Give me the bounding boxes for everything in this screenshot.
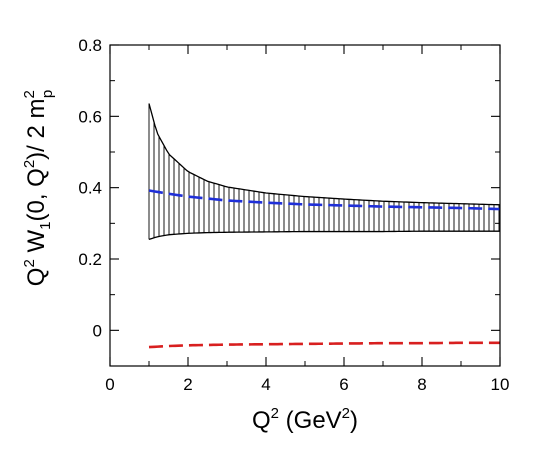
x-tick-label: 4: [261, 375, 270, 394]
y-tick-label: 0.8: [78, 36, 102, 55]
y-tick-label: 0.4: [78, 179, 102, 198]
band-upper-edge: [148, 103, 501, 206]
series-line-1: [148, 341, 500, 349]
y-axis-label: Q2 W1(0, Q2)/ 2 m2p: [21, 90, 56, 286]
band-lower-edge: [148, 230, 500, 240]
x-tick-label: 0: [105, 375, 114, 394]
plot-frame: [109, 44, 501, 367]
x-axis-label: Q2 (GeV2): [252, 405, 358, 434]
series-line-0: [148, 189, 501, 211]
x-tick-label: 6: [339, 375, 348, 394]
ticks-layer: 0 2 4 6 8 10 0 0.2 0.4 0.6 0.8: [78, 36, 509, 394]
x-tick-label: 10: [491, 375, 510, 394]
x-tick-label: 2: [183, 375, 192, 394]
y-tick-label: 0.6: [78, 107, 102, 126]
series-layer: [148, 189, 501, 349]
uncertainty-band: [148, 103, 500, 240]
x-tick-label: 8: [417, 375, 426, 394]
y-tick-label: 0: [93, 321, 102, 340]
y-tick-label: 0.2: [78, 250, 102, 269]
